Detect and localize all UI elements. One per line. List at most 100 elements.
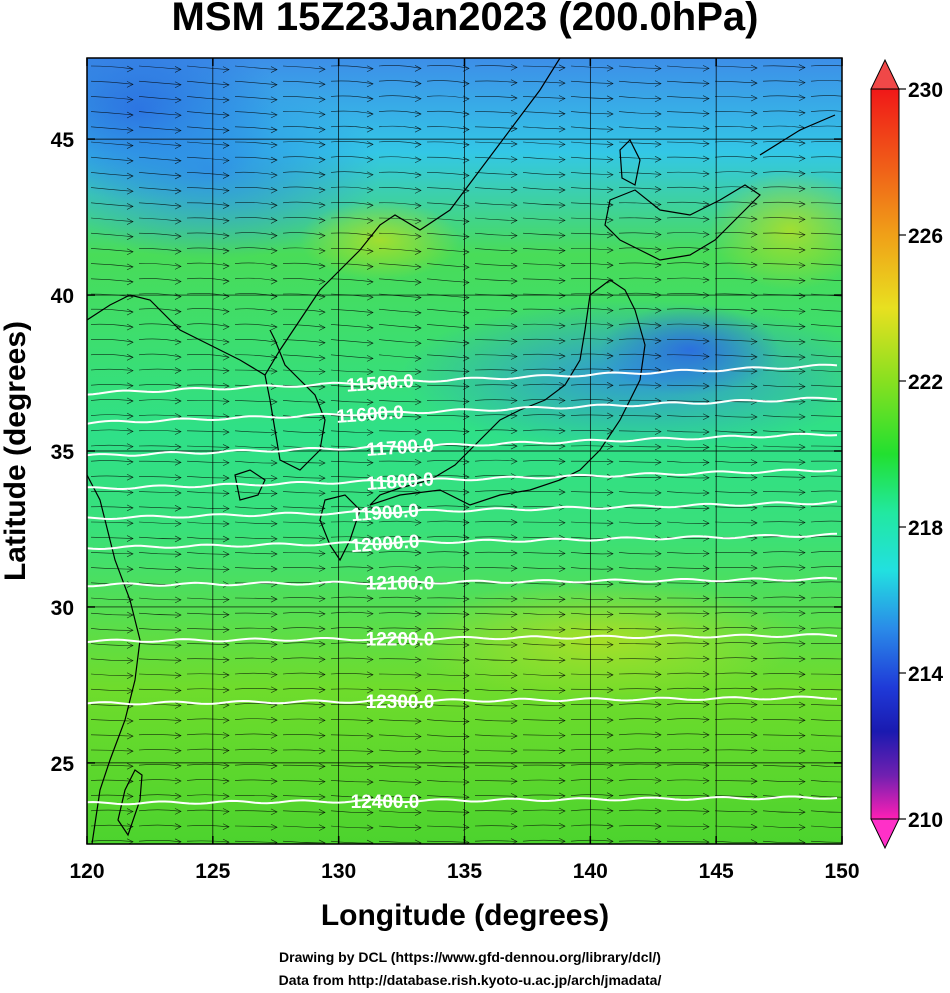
wind-arrow-head — [654, 489, 662, 497]
wind-arrow — [426, 278, 470, 283]
wind-arrow-head — [606, 565, 614, 573]
wind-arrow-head — [847, 504, 853, 510]
wind-arrow-head — [798, 398, 806, 406]
wind-arrow — [570, 491, 614, 493]
wind-arrow-head — [222, 626, 230, 634]
wind-arrow — [618, 643, 662, 645]
wind-arrow — [186, 748, 230, 751]
wind-arrow — [522, 65, 566, 69]
wind-arrow — [90, 172, 134, 177]
contour-label: 11900.0 — [351, 501, 420, 527]
wind-arrow — [330, 415, 374, 418]
wind-arrow-head — [606, 64, 614, 72]
wind-arrow — [570, 460, 614, 463]
wind-arrow-head — [462, 824, 470, 831]
wind-arrow — [474, 536, 518, 538]
wind-arrow-head — [174, 657, 182, 664]
wind-arrow-head — [174, 308, 182, 315]
wind-arrow — [522, 353, 566, 357]
wind-arrow-head — [654, 550, 662, 558]
wind-arrow-head — [750, 353, 758, 361]
wind-arrow-head — [510, 702, 518, 710]
wind-arrow-head — [847, 186, 853, 192]
wind-arrow — [522, 794, 566, 797]
wind-arrow-head — [702, 550, 710, 557]
wind-arrow — [810, 490, 842, 492]
wind-arrow-head — [462, 565, 470, 572]
wind-arrow-head — [847, 429, 853, 435]
wind-arrow-head — [174, 81, 182, 88]
wind-arrow — [474, 217, 518, 221]
wind-arrow-head — [654, 807, 662, 815]
wind-arrow-head — [510, 656, 518, 664]
wind-arrow — [522, 217, 566, 221]
wind-arrow — [378, 384, 422, 388]
wind-arrow-head — [847, 444, 853, 450]
wind-arrow-head — [414, 641, 422, 648]
wind-arrow-head — [798, 808, 806, 816]
wind-arrow — [666, 141, 710, 145]
wind-arrow — [234, 612, 278, 615]
wind-arrow-head — [366, 640, 374, 648]
wind-arrow-head — [847, 64, 853, 70]
wind-arrow-head — [798, 155, 806, 162]
wind-arrow-head — [510, 232, 518, 239]
wind-arrow-head — [798, 139, 806, 147]
wind-arrow-head — [366, 368, 374, 376]
wind-arrow — [426, 734, 470, 738]
wind-arrow — [330, 642, 374, 645]
wind-arrow — [378, 719, 422, 722]
wind-arrow-head — [222, 808, 230, 815]
wind-arrow-head — [558, 596, 566, 603]
wind-arrow-head — [750, 292, 758, 299]
wind-arrow-head — [798, 839, 806, 844]
wind-arrow-head — [222, 505, 230, 512]
wind-arrow — [282, 764, 326, 767]
wind-arrow — [570, 673, 614, 676]
wind-arrow — [426, 400, 470, 402]
wind-arrow-head — [558, 747, 566, 754]
wind-arrow-head — [366, 65, 374, 73]
wind-arrow — [474, 459, 518, 462]
wind-arrow — [426, 612, 470, 615]
wind-arrow-head — [606, 458, 614, 466]
wind-arrow — [762, 703, 806, 706]
wind-arrow-head — [606, 171, 614, 179]
wind-arrow — [762, 339, 806, 343]
wind-arrow — [618, 763, 662, 766]
wind-arrow-head — [414, 171, 422, 179]
wind-arrow — [618, 840, 662, 842]
wind-arrow — [90, 628, 134, 631]
wind-arrow — [666, 216, 710, 220]
wind-arrow — [810, 354, 842, 358]
wind-arrow — [522, 323, 566, 327]
wind-arrow-head — [558, 397, 566, 404]
wind-arrow — [762, 110, 806, 114]
wind-arrow — [810, 171, 842, 174]
wind-arrow — [810, 688, 842, 691]
wind-arrow-head — [750, 261, 758, 269]
wind-arrow — [666, 764, 710, 766]
wind-arrow — [810, 445, 842, 447]
wind-arrow-head — [174, 596, 182, 604]
wind-arrow-head — [126, 142, 134, 149]
wind-arrow-head — [702, 580, 710, 587]
wind-arrow-head — [174, 474, 182, 481]
wind-arrow — [762, 521, 806, 523]
wind-arrow-head — [462, 80, 470, 87]
wind-arrow — [378, 749, 422, 753]
wind-arrow-head — [318, 398, 326, 406]
wind-arrow-head — [702, 65, 710, 72]
wind-arrow — [90, 521, 134, 524]
wind-arrow — [426, 415, 470, 417]
wind-arrow — [666, 567, 710, 569]
contour-line — [87, 500, 838, 521]
wind-arrow — [90, 96, 134, 100]
wind-arrow-head — [366, 534, 374, 542]
wind-arrow — [810, 780, 842, 783]
wind-arrow — [186, 794, 230, 797]
wind-arrow — [570, 839, 614, 842]
wind-arrow-head — [174, 367, 182, 374]
wind-arrow — [234, 748, 278, 751]
wind-arrow — [330, 840, 374, 844]
